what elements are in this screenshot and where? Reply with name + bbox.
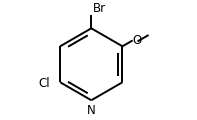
Text: O: O bbox=[132, 34, 142, 47]
Text: N: N bbox=[87, 104, 96, 117]
Text: Cl: Cl bbox=[39, 77, 50, 90]
Text: Br: Br bbox=[93, 2, 106, 15]
